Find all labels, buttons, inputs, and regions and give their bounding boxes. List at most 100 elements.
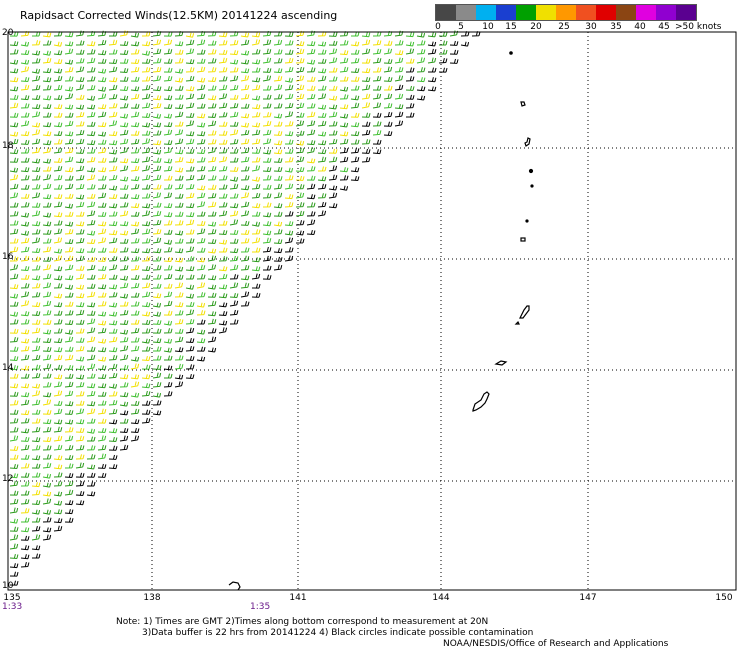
wind-barb: [64, 319, 74, 325]
wind-barb: [284, 175, 294, 181]
wind-barb: [152, 86, 162, 92]
wind-barb: [152, 184, 162, 190]
legend-swatch: [436, 5, 456, 20]
wind-barb: [42, 212, 52, 218]
wind-barb: [361, 76, 371, 82]
wind-barb: [218, 256, 228, 262]
wind-barb: [97, 338, 107, 344]
wind-barb: [372, 57, 382, 64]
wind-barb: [141, 265, 151, 271]
wind-barb: [163, 58, 173, 64]
wind-barb: [306, 41, 316, 47]
wind-barb: [141, 374, 151, 380]
wind-barb: [86, 111, 96, 118]
wind-barb: [229, 67, 239, 73]
wind-barb: [9, 365, 19, 371]
wind-barb: [86, 464, 96, 470]
wind-barb: [428, 67, 437, 73]
wind-barb: [240, 138, 250, 145]
wind-barb: [262, 57, 272, 64]
wind-barb: [240, 185, 250, 191]
wind-barb: [328, 148, 338, 154]
wind-barb: [152, 219, 162, 226]
wind-barb: [185, 284, 195, 290]
wind-barb: [119, 238, 129, 244]
wind-barb: [64, 104, 74, 110]
wind-barb: [251, 192, 261, 199]
wind-barb: [31, 310, 41, 316]
wind-barb: [20, 76, 30, 82]
wind-barb: [372, 48, 382, 55]
wind-barb: [20, 193, 30, 199]
wind-barb: [350, 102, 360, 109]
wind-barb: [218, 84, 228, 91]
wind-barb: [31, 509, 41, 515]
wind-barb: [20, 545, 30, 551]
wind-barb: [31, 337, 41, 343]
lon-label-144: 144: [432, 593, 450, 603]
wind-barb: [141, 238, 151, 244]
wind-barb: [196, 113, 206, 119]
wind-barb: [284, 194, 294, 200]
wind-barb: [273, 140, 283, 146]
wind-barb: [9, 68, 19, 74]
wind-barb: [108, 328, 118, 334]
wind-barb: [75, 248, 85, 254]
wind-barb: [152, 165, 162, 172]
wind-barb: [86, 49, 96, 55]
wind-barb: [229, 248, 239, 254]
wind-barb: [174, 104, 184, 110]
wind-barb: [306, 219, 316, 226]
wind-barb: [240, 220, 250, 226]
wind-barb: [20, 139, 30, 145]
wind-barb: [130, 211, 140, 217]
wind-barb: [31, 364, 41, 370]
wind-barb: [53, 472, 63, 478]
wind-barb: [9, 238, 19, 244]
wind-barb: [42, 498, 52, 505]
wind-barb: [86, 454, 96, 460]
wind-barb: [9, 391, 19, 397]
wind-barb: [119, 103, 129, 109]
wind-barb: [229, 166, 239, 172]
wind-barb: [318, 49, 327, 55]
wind-barb: [427, 41, 437, 47]
wind-barb: [31, 166, 41, 172]
wind-barb: [284, 93, 294, 100]
wind-barb: [119, 275, 129, 281]
wind-barb: [53, 347, 63, 353]
wind-barb: [97, 256, 107, 262]
wind-barb: [130, 356, 140, 362]
wind-barb: [175, 121, 184, 127]
wind-barb: [394, 93, 404, 100]
wind-barb: [262, 237, 272, 244]
wind-barb: [207, 67, 217, 73]
wind-barb: [130, 301, 140, 307]
wind-barb: [152, 364, 162, 370]
wind-barb: [163, 122, 173, 128]
wind-barb: [20, 66, 30, 73]
wind-barb: [75, 255, 85, 262]
wind-barb: [163, 283, 173, 289]
island-alamagan: [528, 168, 534, 174]
wind-barb: [295, 112, 305, 118]
wind-barb: [75, 381, 85, 388]
wind-barb: [20, 481, 30, 487]
wind-barb: [20, 392, 30, 398]
wind-barb: [130, 111, 140, 118]
wind-barb: [53, 455, 63, 461]
wind-barb: [64, 444, 74, 451]
wind-barb: [295, 184, 305, 190]
wind-barb: [20, 202, 30, 208]
wind-barb: [31, 283, 41, 289]
wind-barb: [20, 527, 30, 533]
wind-barb: [97, 365, 107, 371]
wind-barb: [31, 292, 41, 298]
wind-barb: [328, 156, 338, 163]
wind-barb: [64, 409, 74, 415]
wind-barb: [361, 58, 371, 64]
lat-label-16: 16: [2, 252, 14, 262]
wind-barb: [141, 193, 151, 199]
wind-barb: [141, 228, 151, 235]
wind-barb: [163, 67, 173, 73]
